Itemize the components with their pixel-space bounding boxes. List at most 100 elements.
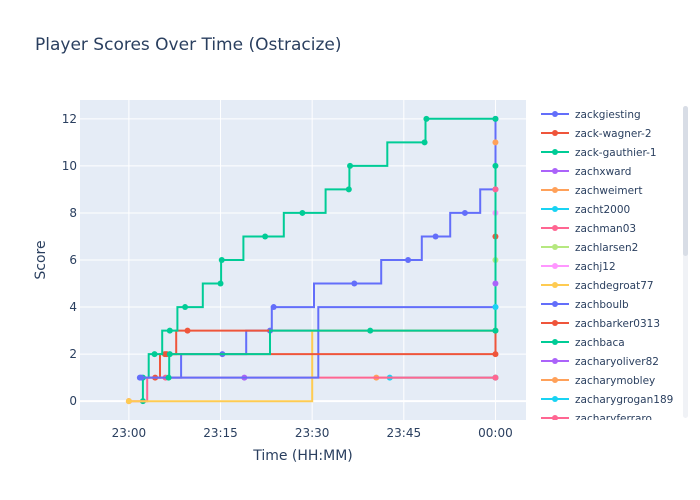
y-tick-label: 10 bbox=[62, 159, 77, 173]
legend-scrollbar[interactable] bbox=[683, 106, 688, 418]
legend-marker bbox=[552, 111, 558, 117]
data-point[interactable] bbox=[492, 374, 499, 381]
legend-label: zacharyoliver82 bbox=[575, 356, 659, 368]
data-point[interactable] bbox=[138, 374, 145, 381]
legend-marker bbox=[552, 244, 558, 250]
legend-label: zachlarsen2 bbox=[575, 242, 638, 254]
data-point[interactable] bbox=[218, 257, 225, 263]
legend-label: zachboulb bbox=[575, 299, 629, 311]
data-point[interactable] bbox=[421, 139, 428, 146]
data-point[interactable] bbox=[345, 186, 352, 193]
legend-marker bbox=[552, 263, 558, 269]
x-tick-label: 23:45 bbox=[387, 426, 422, 440]
data-point[interactable] bbox=[184, 327, 191, 334]
data-point[interactable] bbox=[270, 304, 277, 311]
data-point[interactable] bbox=[492, 115, 499, 122]
data-point[interactable] bbox=[166, 351, 173, 358]
legend-scrollbar-thumb[interactable] bbox=[683, 106, 688, 256]
legend-marker bbox=[552, 377, 558, 383]
data-point[interactable] bbox=[367, 327, 374, 334]
series-line bbox=[141, 306, 496, 379]
data-point[interactable] bbox=[432, 233, 439, 240]
data-point[interactable] bbox=[299, 209, 306, 216]
legend-item-zacharyferraro[interactable]: zacharyferraro bbox=[541, 413, 652, 425]
data-point[interactable] bbox=[182, 304, 189, 311]
legend-item-zachboulb[interactable]: zachboulb bbox=[541, 299, 629, 311]
legend-label: zachman03 bbox=[575, 223, 636, 235]
legend-item-zachlarsen2[interactable]: zachlarsen2 bbox=[541, 242, 638, 254]
legend-marker bbox=[552, 206, 558, 212]
legend-item-zackgiesting[interactable]: zackgiesting bbox=[541, 109, 641, 121]
series-line bbox=[141, 117, 496, 402]
series-zacharymobley[interactable] bbox=[492, 139, 499, 146]
legend-marker bbox=[552, 282, 558, 288]
legend-label: zachxward bbox=[575, 166, 631, 178]
legend-marker bbox=[552, 168, 558, 174]
data-point[interactable] bbox=[492, 162, 499, 169]
legend-marker bbox=[552, 339, 558, 345]
legend-marker bbox=[552, 187, 558, 193]
legend-label: zacharygrogan189 bbox=[575, 394, 673, 406]
legend-marker bbox=[552, 301, 558, 307]
data-point[interactable] bbox=[351, 280, 358, 287]
legend-marker bbox=[552, 358, 558, 364]
data-point[interactable] bbox=[262, 233, 269, 240]
data-point[interactable] bbox=[165, 374, 172, 381]
legend-item-zacharygrogan189[interactable]: zacharygrogan189 bbox=[541, 394, 673, 406]
data-point[interactable] bbox=[492, 304, 499, 311]
legend-item-zachweimert[interactable]: zachweimert bbox=[541, 185, 642, 197]
series-zachbaca[interactable] bbox=[165, 162, 499, 381]
x-tick-label: 23:30 bbox=[295, 426, 330, 440]
legend-label: zackgiesting bbox=[575, 109, 641, 121]
data-point[interactable] bbox=[405, 257, 412, 263]
series-zacharyferraro[interactable] bbox=[492, 186, 499, 193]
x-axis-title: Time (HH:MM) bbox=[252, 448, 353, 464]
y-tick-label: 8 bbox=[69, 206, 77, 220]
x-tick-label: 23:00 bbox=[112, 426, 147, 440]
legend-label: zachweimert bbox=[575, 185, 642, 197]
legend-item-zachdegroat77[interactable]: zachdegroat77 bbox=[541, 280, 654, 292]
data-point[interactable] bbox=[125, 398, 132, 405]
data-point[interactable] bbox=[492, 139, 499, 146]
x-tick-label: 23:15 bbox=[203, 426, 238, 440]
y-axis-title: Score bbox=[33, 240, 49, 279]
x-tick-label: 00:00 bbox=[478, 426, 513, 440]
legend-item-zack-wagner-2[interactable]: zack-wagner-2 bbox=[541, 128, 652, 140]
data-point[interactable] bbox=[492, 186, 499, 193]
legend-marker bbox=[552, 415, 558, 420]
legend-item-zachxward[interactable]: zachxward bbox=[541, 166, 631, 178]
legend-marker bbox=[552, 396, 558, 402]
legend-label: zachdegroat77 bbox=[575, 280, 654, 292]
data-point[interactable] bbox=[492, 280, 499, 287]
data-point[interactable] bbox=[151, 351, 158, 358]
legend-item-zachj12[interactable]: zachj12 bbox=[541, 261, 616, 273]
legend-label: zachbarker0313 bbox=[575, 318, 660, 330]
data-point[interactable] bbox=[461, 209, 468, 216]
legend-item-zacharyoliver82[interactable]: zacharyoliver82 bbox=[541, 356, 659, 368]
data-traces bbox=[125, 115, 499, 405]
legend-item-zacharymobley[interactable]: zacharymobley bbox=[541, 375, 655, 387]
data-point[interactable] bbox=[347, 162, 354, 169]
legend-item-zack-gauthier-1[interactable]: zack-gauthier-1 bbox=[541, 147, 657, 159]
data-point[interactable] bbox=[492, 327, 499, 334]
legend-label: zachbaca bbox=[575, 337, 625, 349]
data-point[interactable] bbox=[217, 280, 224, 287]
legend-item-zachman03[interactable]: zachman03 bbox=[541, 223, 636, 235]
data-point[interactable] bbox=[166, 327, 173, 334]
data-point[interactable] bbox=[423, 115, 430, 122]
legend[interactable]: zackgiesting zack-wagner-2 zack-gauthier-1… bbox=[541, 109, 673, 425]
chart-title: Player Scores Over Time (Ostracize) bbox=[35, 35, 342, 55]
y-tick-label: 12 bbox=[62, 112, 77, 126]
series-zack-gauthier-1[interactable] bbox=[139, 115, 499, 405]
legend-item-zacht2000[interactable]: zacht2000 bbox=[541, 204, 630, 216]
series-zacharygrogan189[interactable] bbox=[492, 304, 499, 311]
legend-item-zachbarker0313[interactable]: zachbarker0313 bbox=[541, 318, 660, 330]
legend-item-zachbaca[interactable]: zachbaca bbox=[541, 337, 625, 349]
series-line bbox=[168, 165, 497, 379]
legend-marker bbox=[552, 130, 558, 136]
legend-marker bbox=[552, 225, 558, 231]
data-point[interactable] bbox=[492, 351, 499, 358]
series-zacharyoliver82[interactable] bbox=[492, 280, 499, 287]
y-tick-label: 2 bbox=[69, 347, 77, 361]
